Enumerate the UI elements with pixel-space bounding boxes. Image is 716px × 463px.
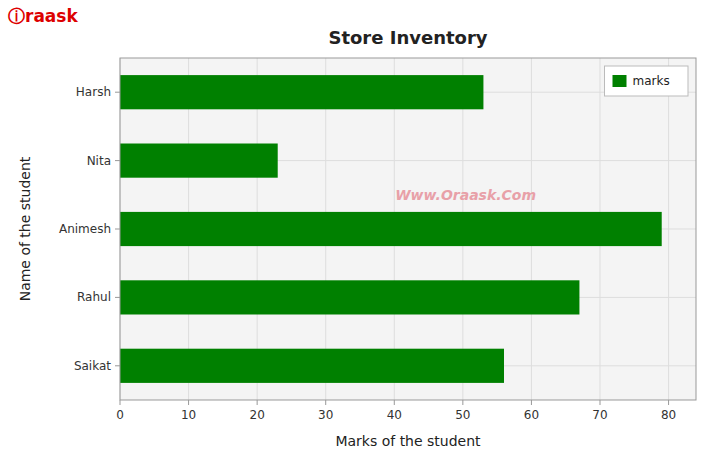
chart: 0 10 20 30 40 50 60 70 80 Saikat Rahul Animesh Nita H… [0,0,716,463]
x-tick [668,400,669,405]
legend-label: marks [633,74,670,88]
logo: ⓘraask [8,6,78,26]
legend: marks [605,66,689,96]
x-axis: 0 10 20 30 40 50 60 70 80 [116,400,676,422]
x-tick [531,400,532,405]
y-tick-label: Harsh [76,85,111,99]
y-tick [115,229,120,230]
legend-box [605,66,689,96]
bar [120,75,483,109]
x-tick-label: 0 [116,408,124,422]
x-tick [600,400,601,405]
y-tick-label: Rahul [77,290,111,304]
bars [120,75,662,383]
x-tick-label: 50 [455,408,470,422]
bar [120,349,504,383]
y-tick-label: Saikat [74,359,111,373]
legend-swatch [613,75,627,87]
watermark: Www.Oraask.Com [395,187,536,203]
bar [120,280,579,314]
y-tick-label: Animesh [59,222,111,236]
plot-frame [120,58,696,400]
y-axis-label: Name of the student [17,156,33,301]
y-tick [115,92,120,93]
x-tick-label: 70 [592,408,607,422]
x-tick [188,400,189,405]
x-tick-label: 30 [318,408,333,422]
x-tick-label: 40 [387,408,402,422]
x-tick [325,400,326,405]
x-tick [394,400,395,405]
y-tick [115,365,120,366]
x-tick-label: 20 [250,408,265,422]
title: Store Inventory [328,27,487,48]
y-tick [115,297,120,298]
x-tick [120,400,121,405]
grid [120,58,696,400]
x-tick [257,400,258,405]
y-tick [115,160,120,161]
x-tick [462,400,463,405]
plot-area [120,58,696,400]
x-tick-label: 60 [524,408,539,422]
y-tick-label: Nita [87,154,111,168]
y-axis: Saikat Rahul Animesh Nita Harsh [59,85,120,373]
x-tick-label: 80 [661,408,676,422]
x-tick-label: 10 [181,408,196,422]
x-axis-label: Marks of the student [335,433,481,449]
bar [120,212,662,246]
bar [120,144,278,178]
